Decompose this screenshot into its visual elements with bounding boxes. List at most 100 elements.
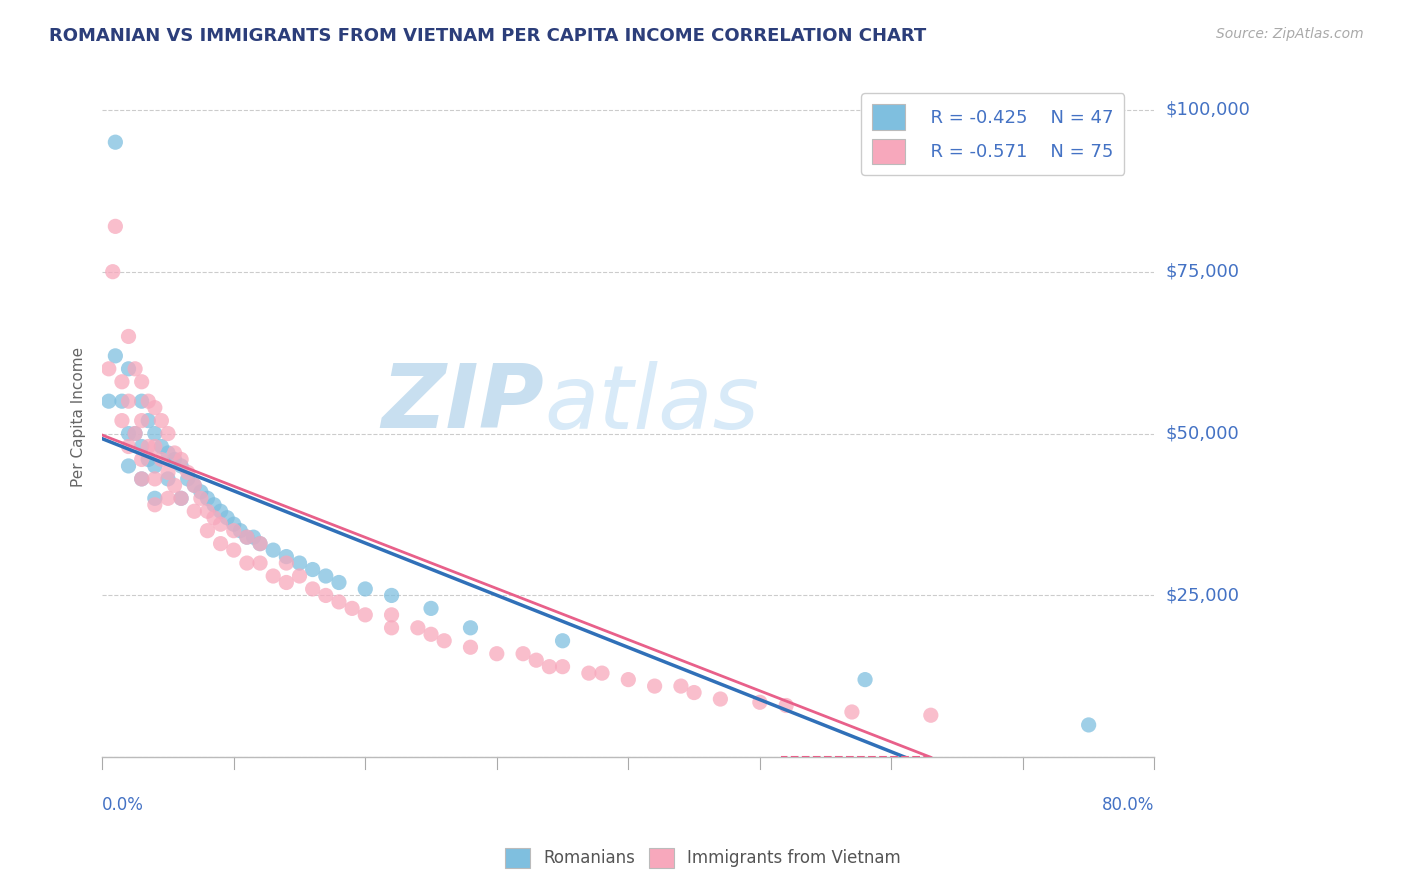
Point xyxy=(131,472,153,486)
Point xyxy=(163,446,186,460)
Point xyxy=(124,426,146,441)
Text: $100,000: $100,000 xyxy=(1166,101,1250,119)
Point xyxy=(748,695,770,709)
Point xyxy=(143,472,166,486)
Point xyxy=(236,530,259,544)
Point xyxy=(202,510,225,524)
Point xyxy=(143,401,166,415)
Point xyxy=(197,524,219,538)
Point xyxy=(328,595,350,609)
Point xyxy=(136,440,159,454)
Point xyxy=(150,414,173,428)
Point xyxy=(156,446,179,460)
Point xyxy=(841,705,863,719)
Point xyxy=(170,452,193,467)
Point xyxy=(380,589,402,603)
Point xyxy=(156,466,179,480)
Point xyxy=(775,698,797,713)
Point xyxy=(183,478,205,492)
Point xyxy=(249,536,271,550)
Point xyxy=(136,414,159,428)
Point xyxy=(97,361,120,376)
Point xyxy=(354,607,377,622)
Point xyxy=(183,478,205,492)
Point xyxy=(249,536,271,550)
Point xyxy=(460,640,482,655)
Point xyxy=(683,685,706,699)
Point xyxy=(156,472,179,486)
Point xyxy=(242,530,264,544)
Point xyxy=(104,219,127,234)
Text: Source: ZipAtlas.com: Source: ZipAtlas.com xyxy=(1216,27,1364,41)
Text: ZIP: ZIP xyxy=(381,360,544,447)
Point xyxy=(131,414,153,428)
Point xyxy=(104,135,127,149)
Point xyxy=(433,633,456,648)
Point xyxy=(288,556,311,570)
Point xyxy=(117,361,139,376)
Point xyxy=(229,524,252,538)
Point xyxy=(538,659,561,673)
Point xyxy=(124,426,146,441)
Point xyxy=(101,265,124,279)
Point xyxy=(551,633,574,648)
Point xyxy=(156,426,179,441)
Point xyxy=(236,556,259,570)
Point xyxy=(209,504,232,518)
Text: atlas: atlas xyxy=(544,360,759,447)
Point xyxy=(644,679,666,693)
Point xyxy=(222,524,245,538)
Point xyxy=(156,491,179,506)
Point xyxy=(136,394,159,409)
Point xyxy=(524,653,547,667)
Point xyxy=(111,414,134,428)
Point xyxy=(617,673,640,687)
Point xyxy=(301,582,323,596)
Point xyxy=(177,472,200,486)
Point xyxy=(131,452,153,467)
Point xyxy=(190,491,212,506)
Point xyxy=(209,536,232,550)
Point xyxy=(217,510,239,524)
Text: $50,000: $50,000 xyxy=(1166,425,1239,442)
Point xyxy=(150,440,173,454)
Point xyxy=(853,673,876,687)
Point xyxy=(131,375,153,389)
Point xyxy=(170,491,193,506)
Point xyxy=(354,582,377,596)
Point xyxy=(131,394,153,409)
Text: $75,000: $75,000 xyxy=(1166,262,1240,281)
Point xyxy=(262,543,284,558)
Point xyxy=(177,466,200,480)
Text: 0.0%: 0.0% xyxy=(103,797,143,814)
Point xyxy=(315,569,337,583)
Point xyxy=(117,394,139,409)
Point xyxy=(131,472,153,486)
Point xyxy=(104,349,127,363)
Point xyxy=(380,621,402,635)
Point xyxy=(202,498,225,512)
Point xyxy=(117,458,139,473)
Point xyxy=(163,478,186,492)
Point xyxy=(301,562,323,576)
Point xyxy=(97,394,120,409)
Point xyxy=(920,708,942,723)
Point xyxy=(117,426,139,441)
Point xyxy=(236,530,259,544)
Point xyxy=(131,440,153,454)
Point xyxy=(315,589,337,603)
Point xyxy=(485,647,508,661)
Point xyxy=(276,549,298,564)
Point xyxy=(190,484,212,499)
Point xyxy=(222,517,245,532)
Point xyxy=(143,491,166,506)
Point xyxy=(460,621,482,635)
Point xyxy=(249,556,271,570)
Point xyxy=(197,504,219,518)
Point xyxy=(340,601,363,615)
Point xyxy=(591,666,613,681)
Point xyxy=(170,458,193,473)
Point xyxy=(406,621,429,635)
Point xyxy=(197,491,219,506)
Point xyxy=(512,647,534,661)
